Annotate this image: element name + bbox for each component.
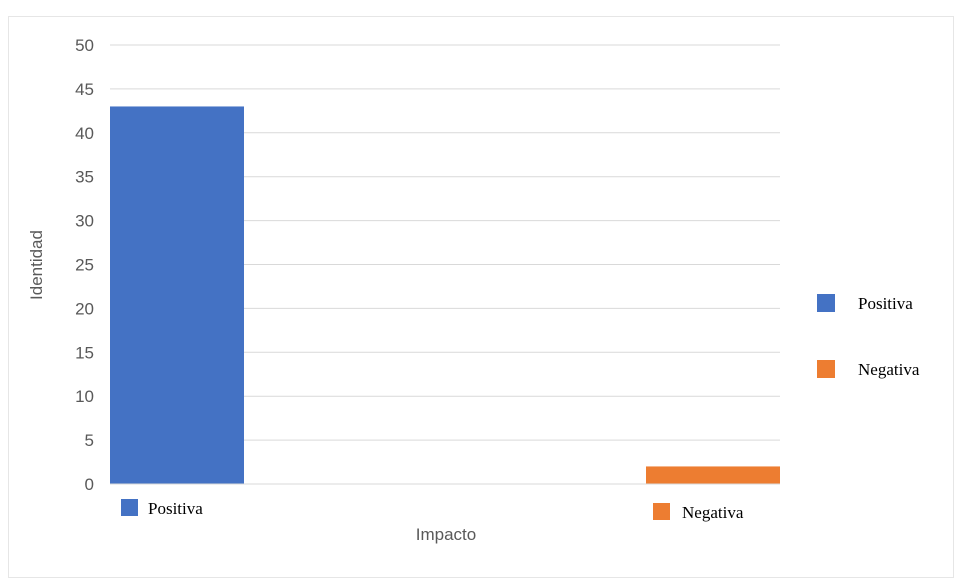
y-tick-label: 10 xyxy=(75,387,94,406)
category-swatch xyxy=(121,499,138,516)
y-tick-label: 35 xyxy=(75,168,94,187)
bar-negativa xyxy=(646,466,780,484)
bars xyxy=(110,106,780,485)
legend: Positiva Negativa xyxy=(817,294,920,379)
chart-frame xyxy=(8,16,954,578)
y-tick-label: 30 xyxy=(75,212,94,231)
legend-label: Positiva xyxy=(858,294,913,313)
x-axis-title: Impacto xyxy=(416,525,476,544)
category-label: Positiva xyxy=(148,499,203,518)
category-label: Negativa xyxy=(682,503,744,522)
y-tick-label: 20 xyxy=(75,299,94,318)
y-tick-label: 15 xyxy=(75,343,94,362)
legend-swatch xyxy=(817,360,835,378)
y-tick-label: 45 xyxy=(75,80,94,99)
category-labels: Positiva Negativa xyxy=(121,499,744,522)
legend-swatch xyxy=(817,294,835,312)
y-axis-title: Identidad xyxy=(27,230,46,300)
y-tick-label: 5 xyxy=(85,431,94,450)
y-tick-label: 40 xyxy=(75,124,94,143)
category-swatch xyxy=(653,503,670,520)
y-tick-label: 50 xyxy=(75,36,94,55)
y-tick-label: 25 xyxy=(75,256,94,275)
legend-label: Negativa xyxy=(858,360,920,379)
y-tick-label: 0 xyxy=(85,475,94,494)
y-tick-labels: 0 5 10 15 20 25 30 35 40 45 50 xyxy=(75,36,94,494)
bar-positiva xyxy=(110,106,244,485)
